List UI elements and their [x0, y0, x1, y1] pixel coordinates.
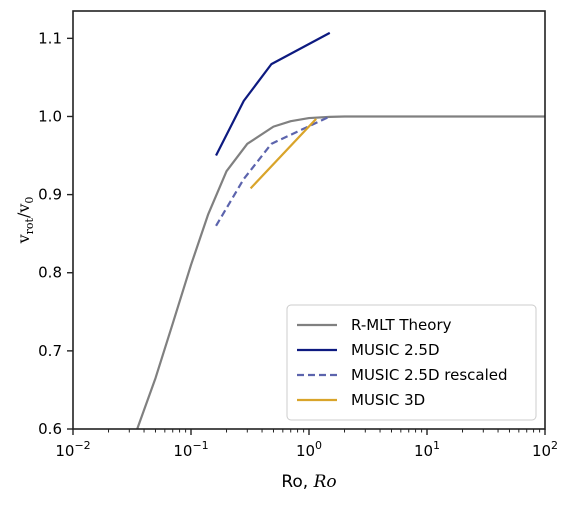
y-tick-label: 0.9	[38, 186, 62, 204]
x-axis-title: Ro, Ro	[281, 472, 336, 492]
y-tick-label: 0.6	[38, 420, 62, 438]
x-tick-label: 102	[532, 439, 558, 460]
y-axis: 0.6 0.7 0.8 0.9 1.0 1.1	[38, 29, 73, 438]
legend-label: MUSIC 2.5D rescaled	[351, 366, 508, 384]
x-tick-label: 100	[296, 439, 322, 460]
y-tick-label: 1.1	[38, 29, 62, 47]
series-line-0	[136, 115, 545, 429]
y-tick-label: 0.7	[38, 342, 62, 360]
legend-label: MUSIC 3D	[351, 391, 425, 409]
series-line-2	[215, 115, 331, 227]
series-line-1	[215, 31, 331, 157]
legend-box	[286, 304, 537, 421]
series-layer	[136, 31, 545, 429]
legend: R-MLT Theory MUSIC 2.5D MUSIC 2.5D rescale…	[286, 304, 537, 421]
x-tick-label: 10−2	[55, 439, 90, 460]
x-tick-label: 101	[414, 439, 440, 460]
y-tick-label: 0.8	[38, 264, 62, 282]
series-line-3	[249, 118, 317, 190]
y-tick-label: 1.0	[38, 107, 62, 125]
y-axis-title: vrot/v0	[14, 197, 36, 245]
legend-label: MUSIC 2.5D	[351, 341, 440, 359]
legend-label: R-MLT Theory	[351, 316, 452, 334]
x-tick-label: 10−1	[173, 439, 208, 460]
x-axis: 10−2 10−1 100 101 102	[55, 429, 558, 460]
